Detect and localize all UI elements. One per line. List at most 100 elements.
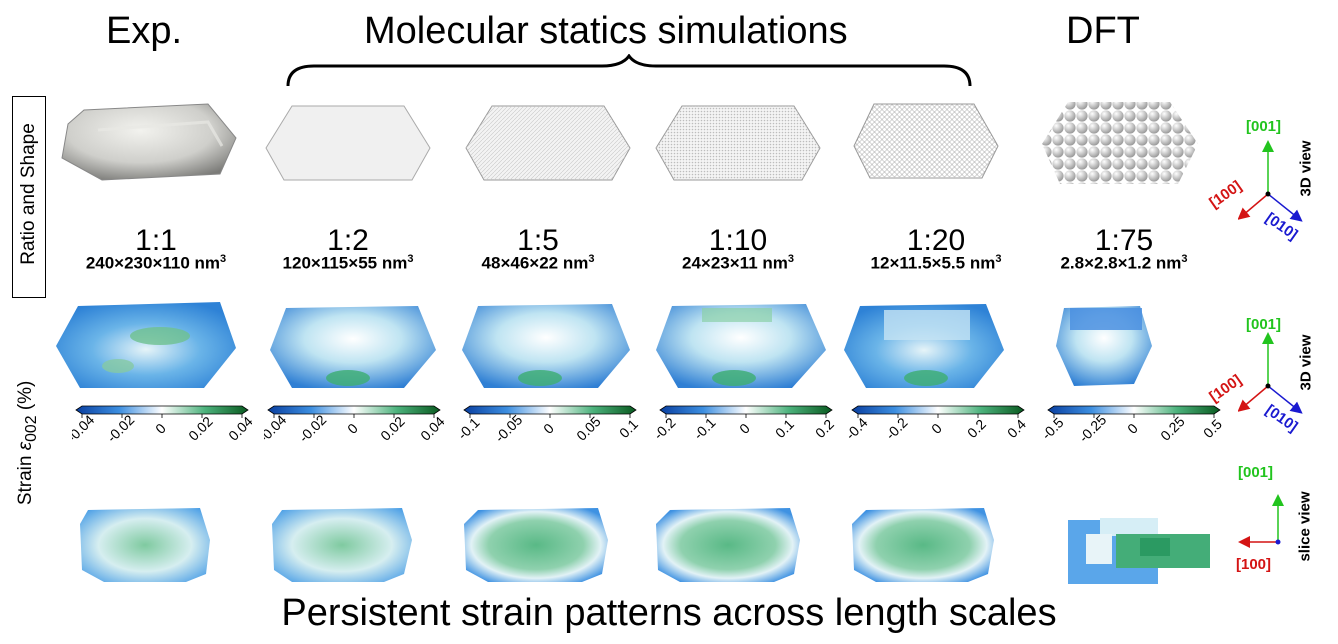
ratio-value: 1:1 [135, 224, 177, 257]
colorbar-tick-label: 0.1 [616, 416, 640, 441]
shape-md-1-10 [655, 105, 821, 181]
strain-slice-5 [852, 508, 994, 582]
colorbar-gradient [463, 405, 637, 415]
view-label-slice: slice view [1296, 491, 1314, 562]
colorbar-gradient [851, 405, 1025, 415]
shape-exp [61, 103, 237, 181]
figure-footer: Persistent strain patterns across length… [281, 592, 1057, 634]
axis-x-label-3: [100] [1236, 556, 1272, 573]
ratio-value: 1:20 [906, 224, 966, 257]
colorbar-tick-label: 0 [928, 420, 945, 437]
colorbar-1: -0.04 -0.02 0 0.02 0.04 [72, 402, 252, 472]
colorbar-tick-label: -0.2 [656, 414, 679, 443]
strain-symbol: ε [15, 441, 37, 451]
colorbar-4: -0.2 -0.1 0 0.1 0.2 [656, 402, 836, 472]
ratio-value: 1:5 [517, 224, 559, 257]
colorbar-tick-label: -0.04 [72, 411, 98, 445]
colorbar-3: -0.1 -0.05 0 0.05 0.1 [460, 402, 640, 472]
colorbar-tick-label: -0.5 [1044, 414, 1067, 443]
shape-md-1-2 [265, 105, 431, 181]
colorbar-tick-label: -0.02 [104, 411, 138, 445]
colorbar-2: -0.04 -0.02 0 0.02 0.04 [264, 402, 444, 472]
colorbar-tick-label: 0.04 [225, 413, 252, 444]
colorbar-tick-label: 0 [344, 420, 361, 437]
strain-blob-4 [656, 304, 826, 388]
ratio-value: 1:75 [1094, 224, 1154, 257]
strain-prefix: Strain [15, 450, 37, 506]
ratio-value: 1:2 [327, 224, 369, 257]
header-exp: Exp. [106, 10, 183, 52]
colorbar-tick-label: 0.25 [1157, 413, 1188, 444]
colorbar-gradient [75, 405, 249, 415]
colorbar-gradient [1047, 405, 1221, 415]
colorbar-tick-label: -0.1 [690, 414, 719, 443]
shape-md-1-5 [465, 105, 631, 181]
colorbar-tick-label: 0.02 [377, 413, 408, 444]
strain-blob-1 [56, 302, 236, 388]
volume-value: 12×11.5×5.5 nm3 [870, 253, 1002, 273]
view-label-3d-1: 3D view [1297, 140, 1315, 197]
row-label-shape: Ratio and Shape [18, 123, 39, 265]
colorbar-tick-label: 0.5 [1200, 416, 1224, 441]
strain-blob-5 [844, 304, 1004, 388]
colorbar-tick-label: 0.05 [573, 413, 604, 444]
colorbar-tick-label: 0 [540, 420, 557, 437]
strain-slice-row [80, 508, 1210, 584]
strain-slice-2 [272, 508, 412, 582]
view-label-3d-2: 3D view [1297, 334, 1315, 391]
shape-dft [1042, 102, 1198, 184]
ratio-label-2: 1:2 120×115×55 nm3 [258, 226, 438, 272]
colorbar-tick-label: -0.4 [848, 414, 871, 443]
strain-slice-1 [80, 508, 210, 582]
colorbar-tick-label: -0.1 [460, 414, 483, 443]
colorbar-tick-label: 0.1 [772, 416, 797, 441]
ratio-value: 1:10 [708, 224, 768, 257]
header-dft: DFT [1066, 10, 1140, 52]
ratio-label-4: 1:10 24×23×11 nm3 [648, 226, 828, 272]
strain-slice-6 [1068, 518, 1210, 584]
colorbar-tick-label: 0.02 [185, 413, 216, 444]
colorbar-tick-label: -0.05 [492, 411, 526, 445]
colorbar-tick-label: 0.2 [964, 416, 989, 441]
strain-slice-4 [656, 508, 800, 582]
strain-slice-3 [464, 508, 608, 582]
colorbar-tick-label: -0.02 [296, 411, 330, 445]
colorbar-gradient [267, 405, 441, 415]
colorbar-tick-label: -0.25 [1076, 411, 1110, 445]
axes-3d-row1 [1238, 140, 1303, 222]
colorbar-5: -0.4 -0.2 0 0.2 0.4 [848, 402, 1028, 472]
strain-blob-2 [270, 306, 436, 388]
axis-z-label-2: [001] [1246, 316, 1282, 333]
row-label-box: Ratio and Shape [12, 96, 46, 298]
volume-value: 24×23×11 nm3 [682, 253, 794, 273]
volume-value: 2.8×2.8×1.2 nm3 [1060, 253, 1188, 273]
header-molecular-statics: Molecular statics simulations [364, 10, 848, 52]
colorbar-tick-label: -0.04 [264, 411, 290, 445]
axes-3d-row2 [1238, 332, 1303, 414]
axis-z-label-1: [001] [1246, 118, 1282, 135]
axes-slice [1238, 494, 1284, 548]
strain-blob-3 [462, 304, 630, 388]
ratio-label-6: 1:75 2.8×2.8×1.2 nm3 [1034, 226, 1214, 272]
colorbar-tick-label: 0 [736, 420, 753, 437]
colorbar-tick-label: 0.4 [1004, 416, 1028, 441]
volume-value: 48×46×22 nm3 [481, 253, 595, 273]
colorbar-tick-label: 0 [152, 420, 169, 437]
ratio-label-3: 1:5 48×46×22 nm3 [448, 226, 628, 272]
strain-3d-row [56, 302, 1152, 388]
ratio-label-1: 1:1 240×230×110 nm3 [66, 226, 246, 272]
volume-value: 240×230×110 nm3 [85, 253, 227, 273]
colorbar-6: -0.5 -0.25 0 0.25 0.5 [1044, 402, 1224, 472]
shape-md-1-20 [853, 103, 999, 179]
strain-blob-6 [1056, 306, 1152, 386]
volume-value: 120×115×55 nm3 [282, 253, 414, 273]
curly-brace [286, 54, 972, 87]
colorbar-tick-label: 0 [1124, 420, 1141, 437]
axis-z-label-3: [001] [1238, 464, 1274, 481]
ratio-label-5: 1:20 12×11.5×5.5 nm3 [846, 226, 1026, 272]
strain-subscript: 002 [22, 415, 40, 442]
colorbar-tick-label: 0.2 [812, 416, 836, 441]
colorbar-tick-label: 0.04 [417, 413, 444, 444]
colorbar-gradient [659, 405, 833, 415]
colorbar-tick-label: -0.2 [882, 414, 911, 443]
